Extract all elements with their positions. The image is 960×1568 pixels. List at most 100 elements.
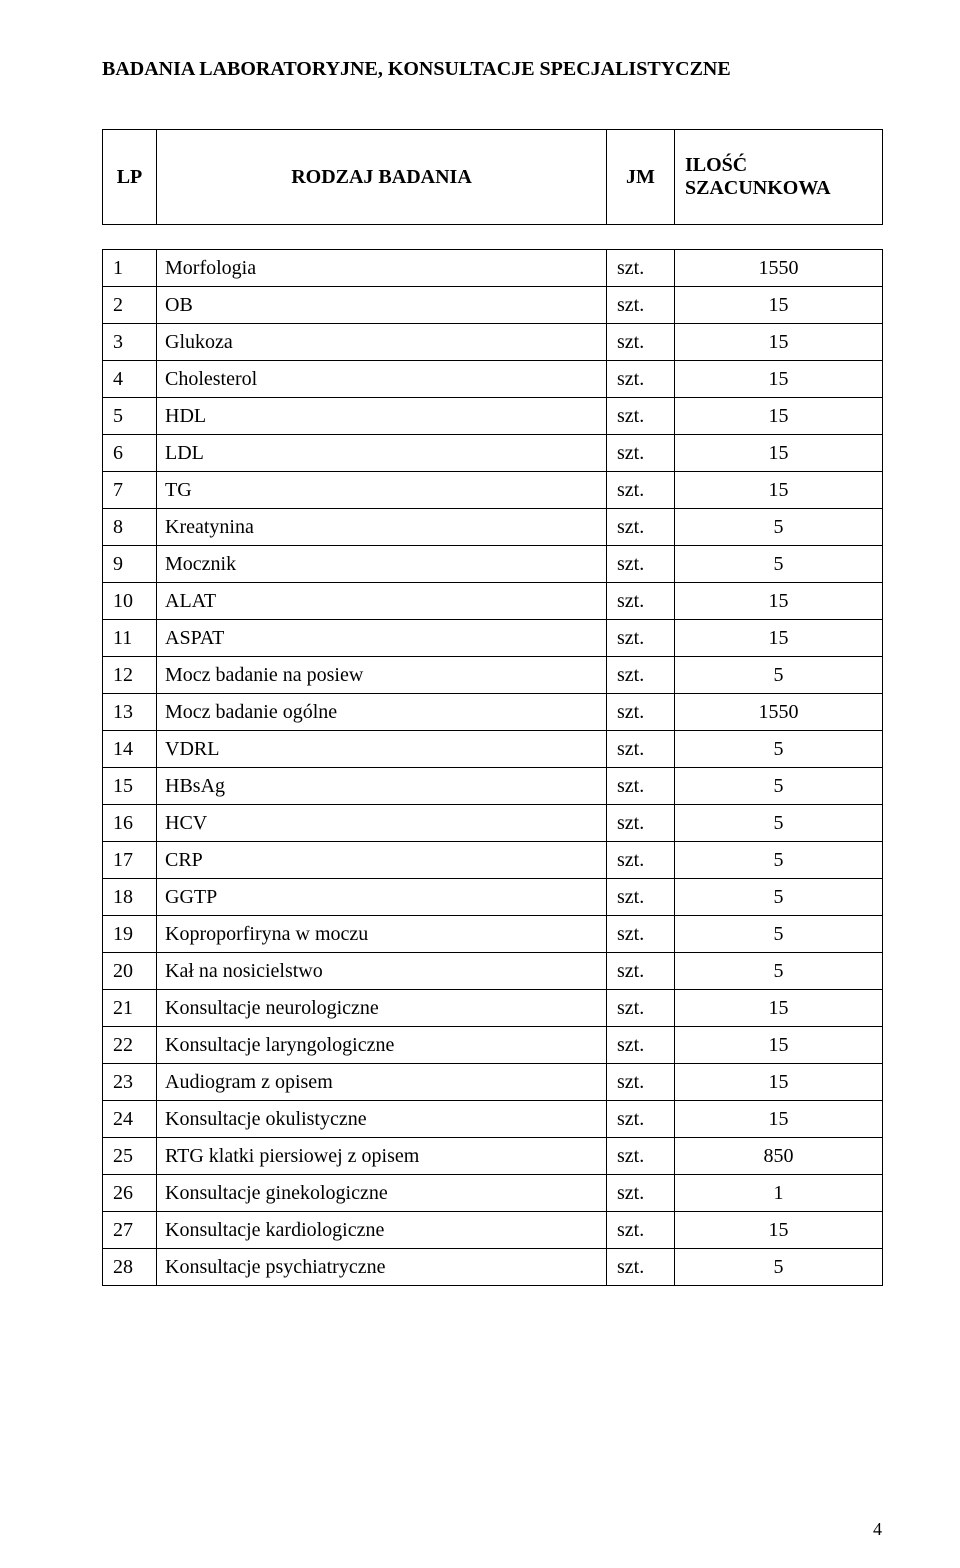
cell-jm: szt. xyxy=(607,1064,675,1101)
cell-lp: 14 xyxy=(103,731,157,768)
table-row: 9Mocznikszt.5 xyxy=(103,546,883,583)
cell-qty: 5 xyxy=(675,657,883,694)
col-header-name: RODZAJ BADANIA xyxy=(157,130,607,225)
cell-jm: szt. xyxy=(607,250,675,287)
cell-qty: 15 xyxy=(675,324,883,361)
cell-lp: 26 xyxy=(103,1175,157,1212)
table-row: 15HBsAgszt.5 xyxy=(103,768,883,805)
table-row: 12Mocz badanie na posiewszt.5 xyxy=(103,657,883,694)
table-row: 5HDLszt.15 xyxy=(103,398,883,435)
cell-name: Konsultacje psychiatryczne xyxy=(157,1249,607,1286)
cell-qty: 15 xyxy=(675,1027,883,1064)
cell-name: Audiogram z opisem xyxy=(157,1064,607,1101)
cell-qty: 5 xyxy=(675,879,883,916)
cell-qty: 15 xyxy=(675,287,883,324)
cell-name: VDRL xyxy=(157,731,607,768)
cell-jm: szt. xyxy=(607,472,675,509)
page-number: 4 xyxy=(873,1519,882,1540)
cell-name: HBsAg xyxy=(157,768,607,805)
cell-name: ASPAT xyxy=(157,620,607,657)
table-row: 8Kreatyninaszt.5 xyxy=(103,509,883,546)
cell-name: GGTP xyxy=(157,879,607,916)
cell-qty: 15 xyxy=(675,1064,883,1101)
cell-name: TG xyxy=(157,472,607,509)
cell-name: Morfologia xyxy=(157,250,607,287)
col-header-jm: JM xyxy=(607,130,675,225)
cell-lp: 7 xyxy=(103,472,157,509)
table-row: 11ASPATszt.15 xyxy=(103,620,883,657)
cell-jm: szt. xyxy=(607,953,675,990)
table-row: 25RTG klatki piersiowej z opisemszt.850 xyxy=(103,1138,883,1175)
table-row: 3Glukozaszt.15 xyxy=(103,324,883,361)
cell-lp: 3 xyxy=(103,324,157,361)
cell-lp: 13 xyxy=(103,694,157,731)
table-row: 26Konsultacje ginekologiczneszt.1 xyxy=(103,1175,883,1212)
cell-name: Konsultacje neurologiczne xyxy=(157,990,607,1027)
cell-lp: 19 xyxy=(103,916,157,953)
cell-jm: szt. xyxy=(607,546,675,583)
cell-jm: szt. xyxy=(607,842,675,879)
cell-qty: 15 xyxy=(675,1212,883,1249)
cell-jm: szt. xyxy=(607,805,675,842)
cell-jm: szt. xyxy=(607,657,675,694)
table-row: 28Konsultacje psychiatryczneszt.5 xyxy=(103,1249,883,1286)
cell-name: Mocz badanie na posiew xyxy=(157,657,607,694)
table-row: 13Mocz badanie ogólneszt.1550 xyxy=(103,694,883,731)
table-row: 27Konsultacje kardiologiczneszt.15 xyxy=(103,1212,883,1249)
cell-qty: 5 xyxy=(675,509,883,546)
table-row: 23Audiogram z opisemszt.15 xyxy=(103,1064,883,1101)
cell-name: HCV xyxy=(157,805,607,842)
cell-jm: szt. xyxy=(607,324,675,361)
cell-jm: szt. xyxy=(607,990,675,1027)
table-row: 14VDRLszt.5 xyxy=(103,731,883,768)
cell-qty: 1550 xyxy=(675,694,883,731)
cell-lp: 17 xyxy=(103,842,157,879)
cell-qty: 15 xyxy=(675,990,883,1027)
cell-jm: szt. xyxy=(607,620,675,657)
table-row: 16HCVszt.5 xyxy=(103,805,883,842)
cell-lp: 8 xyxy=(103,509,157,546)
cell-name: HDL xyxy=(157,398,607,435)
cell-qty: 15 xyxy=(675,583,883,620)
cell-qty: 5 xyxy=(675,842,883,879)
table-row: 18GGTPszt.5 xyxy=(103,879,883,916)
cell-jm: szt. xyxy=(607,768,675,805)
cell-qty: 15 xyxy=(675,472,883,509)
document-page: BADANIA LABORATORYJNE, KONSULTACJE SPECJ… xyxy=(0,0,960,1568)
header-row: LP RODZAJ BADANIA JM ILOŚĆ SZACUNKOWA xyxy=(103,130,883,225)
cell-lp: 2 xyxy=(103,287,157,324)
cell-qty: 5 xyxy=(675,805,883,842)
table-row: 21Konsultacje neurologiczneszt.15 xyxy=(103,990,883,1027)
cell-qty: 15 xyxy=(675,398,883,435)
cell-name: Cholesterol xyxy=(157,361,607,398)
cell-name: LDL xyxy=(157,435,607,472)
cell-jm: szt. xyxy=(607,435,675,472)
cell-qty: 5 xyxy=(675,731,883,768)
cell-lp: 6 xyxy=(103,435,157,472)
cell-lp: 4 xyxy=(103,361,157,398)
cell-qty: 1 xyxy=(675,1175,883,1212)
cell-qty: 5 xyxy=(675,916,883,953)
cell-name: Konsultacje ginekologiczne xyxy=(157,1175,607,1212)
table-row: 24Konsultacje okulistyczneszt.15 xyxy=(103,1101,883,1138)
cell-name: RTG klatki piersiowej z opisem xyxy=(157,1138,607,1175)
cell-name: Konsultacje laryngologiczne xyxy=(157,1027,607,1064)
cell-name: Koproporfiryna w moczu xyxy=(157,916,607,953)
table-row: 6LDLszt.15 xyxy=(103,435,883,472)
cell-qty: 15 xyxy=(675,620,883,657)
cell-lp: 10 xyxy=(103,583,157,620)
cell-name: Mocznik xyxy=(157,546,607,583)
cell-qty: 15 xyxy=(675,435,883,472)
cell-lp: 21 xyxy=(103,990,157,1027)
cell-jm: szt. xyxy=(607,731,675,768)
cell-lp: 9 xyxy=(103,546,157,583)
col-header-qty: ILOŚĆ SZACUNKOWA xyxy=(675,130,883,225)
cell-jm: szt. xyxy=(607,916,675,953)
cell-qty: 850 xyxy=(675,1138,883,1175)
cell-lp: 27 xyxy=(103,1212,157,1249)
cell-lp: 16 xyxy=(103,805,157,842)
table-row: 1Morfologiaszt.1550 xyxy=(103,250,883,287)
cell-name: OB xyxy=(157,287,607,324)
cell-lp: 5 xyxy=(103,398,157,435)
table-row: 19Koproporfiryna w moczuszt.5 xyxy=(103,916,883,953)
